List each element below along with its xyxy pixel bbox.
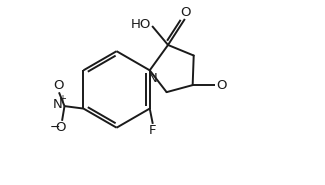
Text: N: N xyxy=(147,72,157,85)
Text: O: O xyxy=(53,79,64,92)
Text: O: O xyxy=(216,79,227,92)
Text: −: − xyxy=(50,121,60,134)
Text: O: O xyxy=(180,6,190,19)
Text: O: O xyxy=(55,121,66,134)
Text: N: N xyxy=(53,98,63,111)
Text: HO: HO xyxy=(130,18,151,31)
Text: F: F xyxy=(149,124,157,137)
Text: +: + xyxy=(58,94,66,104)
